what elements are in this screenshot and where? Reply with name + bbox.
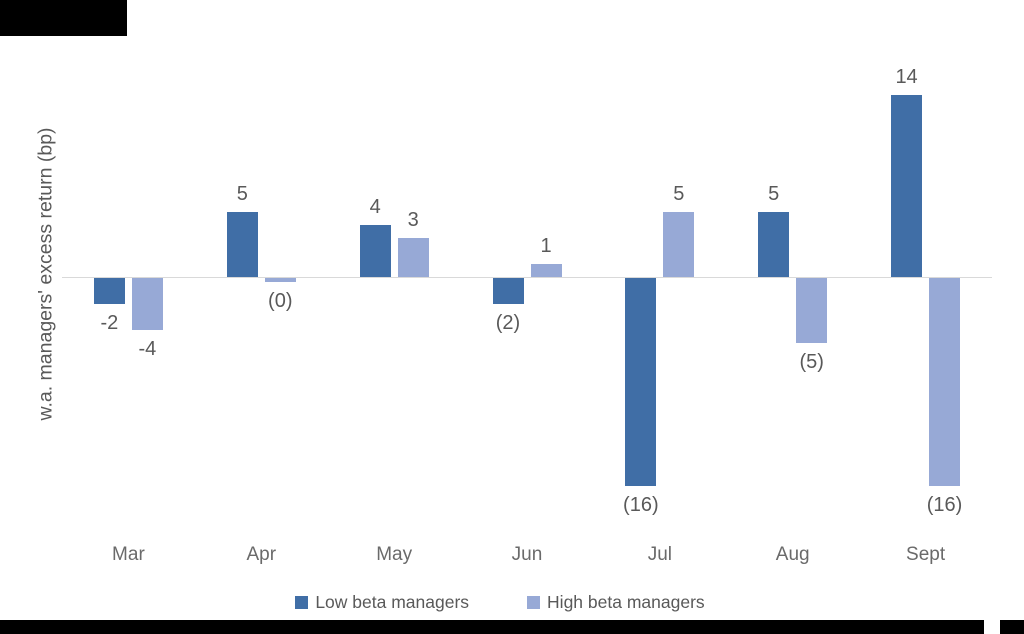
x-axis-label-mar: Mar bbox=[112, 544, 145, 565]
black-bar-bottom-left-segment bbox=[0, 620, 984, 634]
zero-baseline bbox=[62, 277, 992, 278]
value-label-low-beta-aug: 5 bbox=[768, 183, 780, 205]
value-label-high-beta-sept: (16) bbox=[926, 494, 963, 516]
bar-high-beta-apr bbox=[264, 278, 296, 282]
bar-low-beta-sept bbox=[891, 95, 923, 277]
bar-high-beta-jul bbox=[663, 212, 695, 277]
y-axis-label: w.a. managers' excess return (bp) bbox=[34, 127, 57, 421]
bar-high-beta-mar bbox=[131, 278, 163, 330]
value-label-low-beta-mar: -2 bbox=[100, 312, 119, 334]
x-axis-label-may: May bbox=[376, 544, 413, 565]
legend-swatch-icon bbox=[527, 596, 541, 609]
legend-swatch-icon bbox=[295, 596, 309, 609]
value-label-high-beta-apr: (0) bbox=[268, 290, 293, 312]
legend-item-low-beta: Low beta managers bbox=[295, 592, 469, 613]
bar-high-beta-may bbox=[397, 238, 429, 277]
value-label-low-beta-apr: 5 bbox=[236, 183, 248, 205]
black-block-top-left bbox=[0, 0, 127, 36]
value-label-low-beta-jul: (16) bbox=[623, 494, 659, 516]
bar-low-beta-jul bbox=[625, 278, 657, 486]
bar-low-beta-aug bbox=[758, 212, 790, 277]
value-label-high-beta-jul: 5 bbox=[673, 183, 685, 205]
value-label-high-beta-mar: -4 bbox=[138, 338, 157, 360]
value-label-low-beta-sept: 14 bbox=[895, 66, 918, 88]
x-axis-label-apr: Apr bbox=[246, 544, 277, 565]
x-axis-label-aug: Aug bbox=[775, 544, 810, 565]
value-label-low-beta-jun: (2) bbox=[495, 312, 521, 334]
x-axis-label-jul: Jul bbox=[647, 544, 672, 565]
legend-item-high-beta: High beta managers bbox=[527, 592, 705, 613]
black-bar-bottom-right-segment bbox=[1000, 620, 1024, 634]
legend-label: Low beta managers bbox=[315, 592, 470, 612]
value-label-low-beta-may: 4 bbox=[369, 196, 381, 218]
value-label-high-beta-jun: 1 bbox=[540, 235, 552, 257]
legend: Low beta managers High beta managers bbox=[0, 592, 1000, 613]
bar-low-beta-may bbox=[359, 225, 391, 277]
bar-low-beta-mar bbox=[93, 278, 125, 304]
bar-high-beta-sept bbox=[929, 278, 961, 486]
x-axis-label-sept: Sept bbox=[906, 544, 946, 565]
bar-low-beta-jun bbox=[492, 278, 524, 304]
bar-high-beta-aug bbox=[796, 278, 828, 343]
legend-label: High beta managers bbox=[547, 592, 705, 612]
x-axis-label-jun: Jun bbox=[511, 544, 543, 565]
value-label-high-beta-aug: (5) bbox=[799, 351, 824, 373]
value-label-high-beta-may: 3 bbox=[407, 209, 419, 231]
bar-high-beta-jun bbox=[530, 264, 562, 277]
bar-low-beta-apr bbox=[226, 212, 258, 277]
